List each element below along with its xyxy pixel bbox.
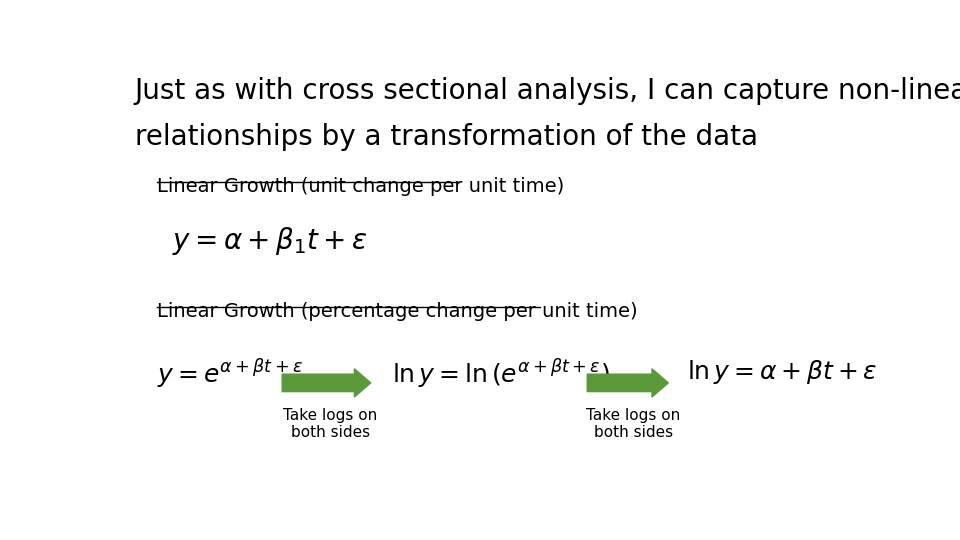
Text: Take logs on
both sides: Take logs on both sides (587, 408, 681, 440)
Text: $y = e^{\alpha + \beta t + \varepsilon}$: $y = e^{\alpha + \beta t + \varepsilon}$ (157, 358, 303, 392)
Text: relationships by a transformation of the data: relationships by a transformation of the… (134, 123, 757, 151)
Text: $\ln y = \ln \left(e^{\alpha + \beta t + \varepsilon}\right)$: $\ln y = \ln \left(e^{\alpha + \beta t +… (392, 358, 610, 392)
Text: Take logs on
both sides: Take logs on both sides (283, 408, 377, 440)
Text: $\ln y = \alpha + \beta t + \varepsilon$: $\ln y = \alpha + \beta t + \varepsilon$ (687, 358, 877, 386)
FancyArrow shape (588, 369, 668, 397)
Text: Linear Growth (percentage change per unit time): Linear Growth (percentage change per uni… (157, 302, 637, 321)
Text: Just as with cross sectional analysis, I can capture non-linear: Just as with cross sectional analysis, I… (134, 77, 960, 105)
Text: $y = \alpha + \beta_1 t + \varepsilon$: $y = \alpha + \beta_1 t + \varepsilon$ (172, 225, 368, 257)
FancyArrow shape (282, 369, 371, 397)
Text: Linear Growth (unit change per unit time): Linear Growth (unit change per unit time… (157, 177, 564, 196)
